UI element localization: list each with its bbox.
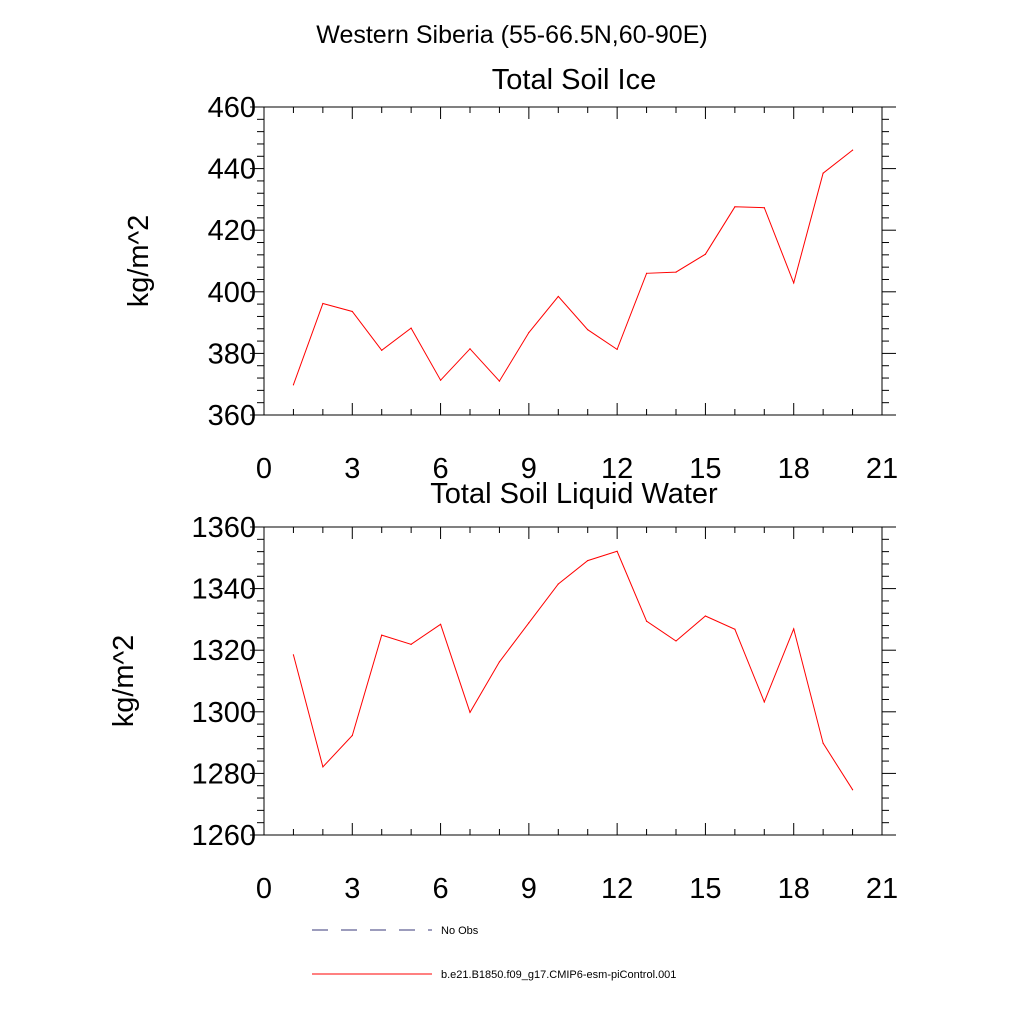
y-tick-label: 1260	[191, 820, 256, 852]
data-point	[675, 271, 677, 273]
data-point	[645, 620, 648, 622]
x-tick-label: 21	[866, 873, 898, 905]
data-point	[528, 622, 530, 624]
data-point	[734, 628, 736, 630]
data-point	[381, 349, 383, 351]
y-axis-label: kg/m^2	[123, 215, 155, 308]
y-tick-label: 1280	[191, 758, 256, 790]
y-tick-label: 1320	[191, 635, 256, 667]
data-point	[704, 615, 707, 617]
data-point	[645, 272, 648, 274]
data-point	[616, 550, 618, 552]
y-tick-label: 380	[208, 338, 256, 370]
x-tick-label: 3	[344, 873, 360, 905]
data-point	[498, 661, 501, 663]
data-point	[351, 734, 353, 737]
data-point	[410, 327, 412, 329]
x-tick-label: 3	[344, 453, 360, 485]
series-line	[292, 149, 853, 385]
data-point	[587, 559, 589, 562]
data-point	[322, 302, 324, 305]
y-tick-label: 1340	[191, 574, 256, 606]
y-tick-label: 1360	[191, 512, 256, 544]
x-tick-label: 6	[433, 453, 449, 485]
data-point	[734, 206, 736, 208]
x-tick-label: 12	[601, 453, 633, 485]
data-point	[439, 379, 442, 381]
data-point	[381, 634, 383, 636]
data-point	[469, 711, 471, 714]
y-tick-label: 440	[208, 154, 256, 186]
x-tick-label: 12	[601, 873, 633, 905]
data-point	[410, 643, 412, 645]
x-tick-label: 0	[256, 873, 272, 905]
data-point	[616, 348, 618, 350]
x-tick-label: 15	[689, 873, 721, 905]
data-point	[557, 583, 559, 585]
series-line	[292, 550, 854, 790]
y-tick-label: 1300	[191, 697, 256, 729]
data-point	[675, 640, 677, 642]
data-point	[763, 207, 765, 209]
y-tick-label: 400	[208, 277, 256, 309]
data-point	[498, 380, 501, 382]
figure-title: Western Siberia (55-66.5N,60-90E)	[316, 21, 707, 49]
data-point	[851, 789, 854, 791]
data-point	[469, 348, 471, 350]
data-point	[322, 766, 324, 768]
data-point	[557, 295, 559, 298]
y-tick-label: 460	[208, 92, 256, 124]
data-point	[351, 310, 353, 313]
data-point	[851, 149, 854, 151]
data-point	[528, 331, 530, 334]
plot-frame	[263, 526, 883, 836]
data-point	[704, 253, 707, 255]
data-point	[587, 329, 589, 331]
legend: No Obs b.e21.B1850.f09_g17.CMIP6-esm-piC…	[312, 925, 676, 981]
plot-title: Total Soil Liquid Water	[430, 478, 718, 510]
x-tick-label: 9	[521, 453, 537, 485]
data-point	[292, 384, 295, 386]
data-point	[793, 628, 795, 630]
x-tick-label: 9	[521, 873, 537, 905]
x-tick-label: 18	[778, 873, 810, 905]
x-tick-label: 0	[256, 453, 272, 485]
legend-label-control-run: b.e21.B1850.f09_g17.CMIP6-esm-piControl.…	[441, 969, 676, 981]
panel-total-soil-liquid-water: Total Soil Liquid Water kg/m^2 0 3 6 9 12 15 1…	[108, 478, 898, 905]
x-tick-label: 18	[778, 453, 810, 485]
legend-label-no-obs: No Obs	[441, 925, 479, 937]
panel-total-soil-ice: Total Soil Ice kg/m^2 0 3 6 9 12 15 18 21 360 380…	[123, 64, 898, 485]
x-tick-label: 21	[866, 453, 898, 485]
plot-frame	[263, 106, 883, 416]
y-tick-label: 360	[208, 400, 256, 432]
x-tick-label: 6	[433, 873, 449, 905]
y-axis-label: kg/m^2	[108, 635, 140, 728]
data-point	[763, 701, 765, 703]
data-point	[292, 654, 295, 656]
data-point	[439, 623, 442, 625]
x-tick-label: 15	[689, 453, 721, 485]
data-point	[793, 282, 795, 284]
data-point	[822, 172, 824, 174]
y-tick-label: 420	[208, 215, 256, 247]
data-point	[822, 742, 824, 744]
plot-title: Total Soil Ice	[492, 64, 656, 96]
